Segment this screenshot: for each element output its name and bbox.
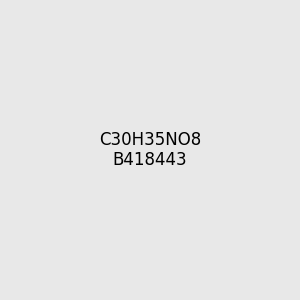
Text: C30H35NO8
B418443: C30H35NO8 B418443 — [99, 130, 201, 170]
